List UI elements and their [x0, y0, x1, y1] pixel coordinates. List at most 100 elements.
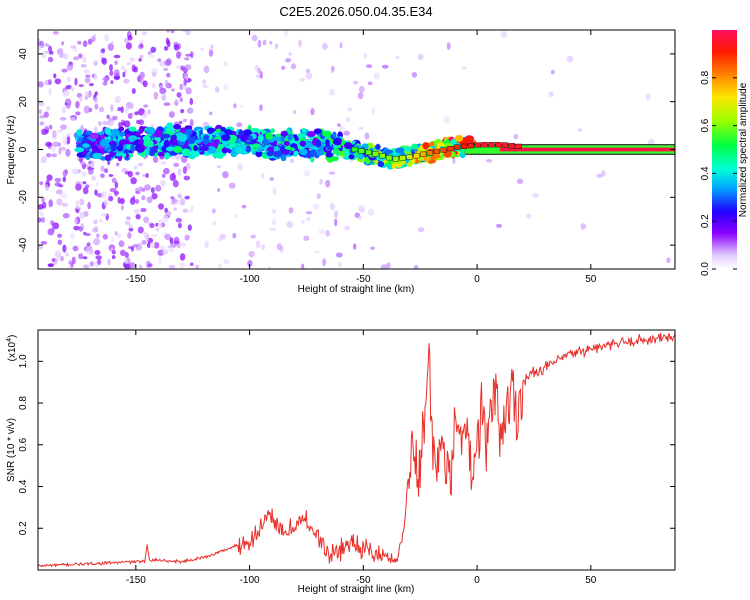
spectrogram-noise-cell [150, 46, 156, 53]
spectrogram-noise-cell [162, 215, 169, 223]
spectrogram-noise-cell [85, 246, 93, 255]
spectrogram-ytick-label: 40 [18, 48, 29, 60]
spectrogram-noise-cell [353, 80, 358, 85]
spectrogram-noise-cell [210, 44, 214, 49]
spectrogram-noise-cell [172, 180, 179, 188]
spectrogram-noise-cell [60, 192, 68, 199]
snr-yscale-label: (x104) [6, 335, 18, 362]
spectrogram-noise-cell [124, 106, 129, 114]
spectrogram-noise-cell [370, 246, 375, 250]
spectrogram-noise-cell [413, 265, 419, 269]
spectrogram-noise-cell [48, 79, 52, 86]
spectrogram-noise-cell [365, 64, 373, 68]
spectrogram-blob [265, 132, 273, 140]
spectrogram-noise-cell [139, 54, 144, 59]
spectrogram-noise-cell [159, 87, 167, 95]
spectrogram-noise-cell [143, 110, 147, 119]
spectrogram-noise-cell [163, 45, 169, 51]
spectrogram-noise-cell [158, 257, 162, 265]
spectrogram-blob [92, 145, 98, 151]
spectrogram-blob [377, 161, 385, 168]
spectrogram-noise-cell [141, 195, 146, 201]
spectrogram-noise-cell [171, 88, 175, 92]
spectrogram-noise-cell [113, 190, 120, 195]
spectrogram-noise-cell [94, 126, 98, 134]
spectrogram-noise-cell [62, 169, 68, 177]
spectrogram-noise-cell [129, 197, 136, 205]
spectrogram-noise-cell [128, 223, 132, 229]
spectrogram-noise-cell [135, 190, 141, 195]
spectrogram-noise-cell [126, 216, 131, 220]
spectrogram-noise-cell [101, 57, 107, 65]
spectrogram-noise-cell [81, 171, 87, 177]
spectrogram-noise-cell [190, 51, 194, 59]
spectrogram-noise-cell [259, 71, 263, 79]
spectrogram-noise-cell [78, 84, 84, 88]
spectrogram-noise-cell [200, 47, 204, 51]
spectrogram-noise-cell [443, 116, 450, 124]
spectrogram-noise-cell [202, 79, 207, 85]
spectrogram-ridge-segment [495, 142, 502, 148]
spectrogram-noise-cell [66, 63, 74, 71]
spectrogram-blob [290, 143, 298, 148]
spectrogram-noise-cell [250, 234, 256, 239]
spectrogram-noise-cell [125, 42, 132, 50]
spectrogram-noise-cell [153, 242, 160, 249]
spectrogram-blob [76, 129, 83, 136]
spectrogram-noise-cell [109, 187, 117, 193]
spectrogram-noise-cell [140, 207, 147, 213]
spectrogram-noise-cell [111, 177, 117, 184]
spectrogram-noise-cell [179, 65, 187, 70]
spectrogram-noise-cell [215, 86, 220, 93]
spectrogram-blob [128, 135, 138, 141]
spectrogram-noise-cell [173, 207, 177, 211]
spectrogram-noise-cell [305, 211, 313, 215]
snr-ylabel: SNR (10 * v/v) [6, 418, 17, 482]
spectrogram-noise-cell [182, 118, 188, 122]
spectrogram-noise-cell [110, 40, 114, 44]
spectrogram-noise-cell [93, 238, 101, 246]
spectrogram-noise-cell [102, 77, 109, 81]
spectrogram-blob [191, 131, 197, 138]
spectrogram-blob [110, 144, 117, 152]
spectrogram-blob [77, 137, 83, 143]
spectrogram-noise-cell [75, 208, 80, 214]
spectrogram-noise-cell [284, 30, 288, 38]
spectrogram-noise-cell [550, 69, 555, 75]
spectrogram-noise-cell [190, 205, 195, 210]
snr-ytick-label: 0.8 [18, 396, 29, 410]
spectrogram-noise-cell [580, 223, 587, 230]
spectrogram-noise-cell [357, 92, 364, 100]
spectrogram-noise-cell [38, 101, 45, 107]
spectrogram-noise-cell [109, 64, 113, 72]
spectrogram-noise-cell [236, 122, 243, 128]
spectrogram-ridge-segment [413, 153, 420, 159]
spectrogram-blob [358, 153, 364, 160]
spectrogram-noise-cell [358, 205, 365, 213]
spectrogram-blob [240, 134, 247, 142]
colorbar-tick-label: 0.8 [700, 70, 711, 84]
spectrogram-noise-cell [124, 220, 131, 225]
spectrogram-noise-cell [129, 57, 135, 61]
spectrogram-noise-cell [62, 213, 70, 219]
spectrogram-noise-cell [335, 252, 343, 258]
spectrogram-noise-cell [61, 68, 68, 73]
spectrogram-noise-cell [303, 170, 311, 177]
spectrogram-blob [230, 150, 238, 158]
spectrogram-noise-cell [218, 263, 222, 269]
spectrogram-noise-cell [380, 264, 388, 269]
spectrogram-noise-cell [118, 240, 125, 248]
spectrogram-noise-cell [316, 193, 321, 200]
spectrogram-noise-cell [92, 33, 97, 38]
spectrogram-noise-cell [237, 163, 243, 171]
spectrogram-noise-cell [91, 35, 96, 43]
spectrogram-noise-cell [187, 224, 192, 231]
spectrogram-ticks: -150 -100 -50 0 50 -40 -20 0 20 40 [18, 30, 675, 285]
spectrogram-noise-cell [133, 165, 138, 170]
spectrogram-blob [175, 132, 183, 137]
spectrogram-noise-cell [155, 228, 159, 232]
spectrogram-noise-cell [75, 180, 82, 185]
spectrogram-noise-cell [101, 191, 107, 199]
spectrogram-noise-cell [189, 118, 194, 127]
